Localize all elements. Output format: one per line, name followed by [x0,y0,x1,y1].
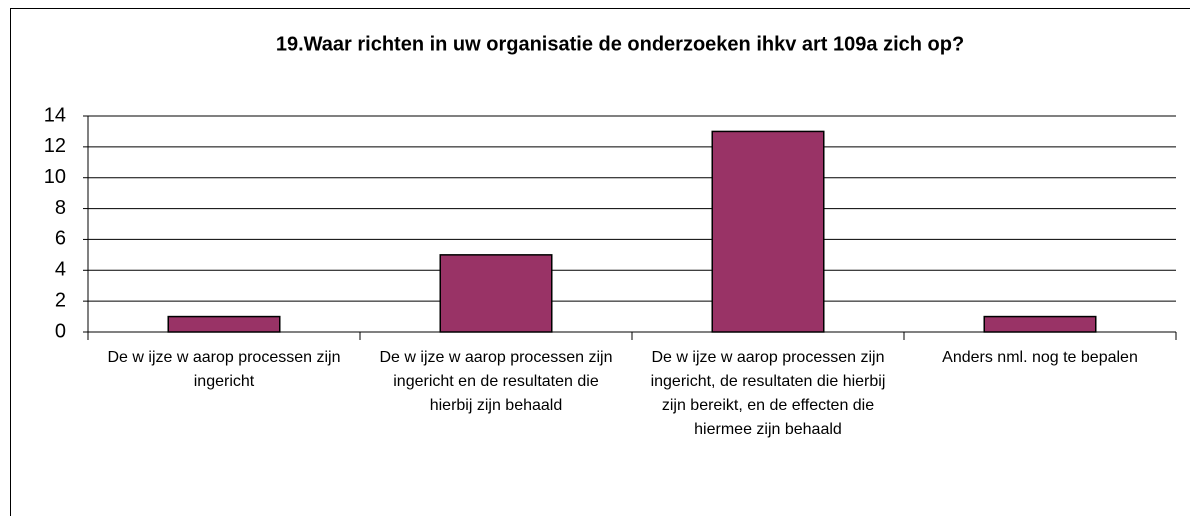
x-tick-label: De w ijze w aarop processen zijn ingeric… [107,349,341,390]
y-tick-label: 4 [55,259,66,281]
y-tick-label: 10 [44,166,66,188]
y-tick-label: 0 [55,320,66,342]
x-tick-label: De w ijze w aarop processen zijn ingeric… [379,349,613,414]
chart-frame [10,8,1190,516]
chart-title: 19.Waar richten in uw organisatie de ond… [276,33,964,55]
x-tick-label: Anders nml. nog te bepalen [942,349,1138,366]
y-tick-label: 12 [44,135,66,157]
y-tick-label: 8 [55,197,66,219]
x-tick-label: De w ijze w aarop processen zijn ingeric… [650,349,886,438]
bar [983,315,1097,333]
bar [439,254,553,333]
bar [711,130,825,333]
y-tick-label: 14 [44,104,66,126]
y-tick-label: 2 [55,289,66,311]
bar [167,315,281,333]
y-tick-label: 6 [55,228,66,250]
